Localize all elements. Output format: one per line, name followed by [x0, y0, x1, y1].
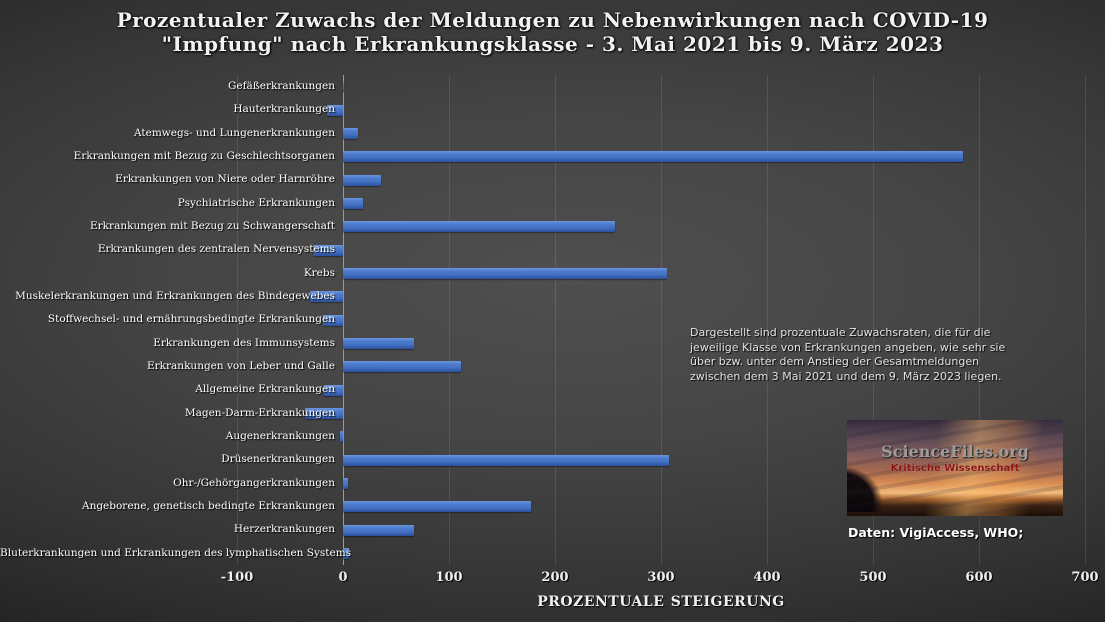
x-ticks: -100 0 100 200 300 400 500 600 700 [0, 570, 1105, 586]
x-tick-label: 400 [753, 570, 781, 585]
bar [343, 221, 616, 233]
bar [304, 407, 343, 419]
category-label: Herzerkrankungen [233, 523, 335, 536]
bar [343, 361, 461, 373]
category-label: Atemwegs- und Lungenerkrankungen [134, 126, 335, 139]
x-tick-label: 200 [541, 570, 569, 585]
x-tick-label: -100 [220, 570, 254, 585]
sciencefiles-logo-image: ScienceFiles.org Kritische Wissenschaft [847, 420, 1063, 516]
zero-axis-line [343, 75, 344, 565]
category-label: Psychiatrische Erkrankungen [177, 196, 335, 209]
category-label: Hauterkrankungen [233, 103, 335, 116]
category-label: Erkrankungen mit Bezug zu Schwangerschaf… [90, 220, 335, 232]
gridline [661, 75, 662, 565]
category-label: Erkrankungen von Leber und Galle [146, 360, 335, 372]
bar [343, 524, 415, 536]
data-source-note: Daten: VigiAccess, WHO; [848, 525, 1024, 540]
category-label: Muskelerkrankungen und Erkrankungen des … [15, 290, 335, 302]
gridline [555, 75, 556, 565]
bar [322, 314, 343, 326]
category-label: Angeborene, genetisch bedingte Erkrankun… [81, 500, 335, 512]
gridline [449, 75, 450, 565]
x-axis-title: PROZENTUALE STEIGERUNG [537, 594, 785, 610]
x-tick-label: 0 [338, 570, 348, 585]
category-label: Krebs [303, 266, 335, 279]
category-label: Erkrankungen mit Bezug zu Geschlechtsorg… [73, 150, 335, 162]
chart-title: Prozentualer Zuwachs der Meldungen zu Ne… [0, 8, 1105, 56]
bar [343, 337, 415, 349]
x-tick-label: 100 [435, 570, 463, 585]
bar [310, 291, 343, 303]
gridline [873, 75, 874, 565]
category-label: Ohr-/Gehörgangerkrankungen [173, 476, 335, 489]
x-tick-label: 300 [647, 570, 675, 585]
category-label: Erkrankungen des Immunsystems [153, 336, 335, 349]
bar [327, 104, 343, 116]
bar [343, 81, 345, 93]
bar [313, 244, 343, 256]
category-labels: Gefäßerkrankungen Hauterkrankungen Atemweg… [0, 75, 352, 565]
bar [343, 127, 358, 139]
annotation-text: Dargestellt sind prozentuale Zuwachsrate… [690, 326, 1006, 383]
bar [343, 267, 668, 279]
bar [343, 477, 349, 489]
bar [323, 384, 343, 396]
logo-text: ScienceFiles.org Kritische Wissenschaft [847, 442, 1063, 475]
category-label: Magen-Darm-Erkrankungen [184, 406, 335, 419]
category-label: Gefäßerkrankungen [228, 80, 335, 92]
bar [343, 197, 364, 209]
bar [343, 547, 350, 559]
category-label: Erkrankungen von Niere oder Harnröhre [115, 173, 335, 186]
category-label: Allgemeine Erkrankungen [195, 383, 335, 396]
x-tick-label: 500 [859, 570, 887, 585]
logo-tagline: Kritische Wissenschaft [890, 463, 1020, 474]
bar [343, 454, 670, 466]
x-tick-label: 700 [1071, 570, 1099, 585]
gridline [767, 75, 768, 565]
bar [339, 431, 343, 443]
category-label: Erkrankungen des zentralen Nervensystems [97, 243, 335, 256]
category-label: Augenerkrankungen [225, 430, 335, 442]
logo-site-name: ScienceFiles.org [881, 442, 1029, 461]
x-tick-label: 600 [965, 570, 993, 585]
category-label: Bluterkrankungen und Erkrankungen des ly… [0, 546, 352, 559]
gridline [979, 75, 980, 565]
bar [343, 501, 531, 513]
gridline [1085, 75, 1086, 565]
chart-title-line2: "Impfung" nach Erkrankungsklasse - 3. Ma… [161, 32, 944, 56]
chart-title-line1: Prozentualer Zuwachs der Meldungen zu Ne… [116, 8, 989, 32]
category-label: Drüsenerkrankungen [221, 453, 335, 466]
bar [343, 174, 382, 186]
bar [343, 151, 964, 163]
plot-area [237, 75, 1086, 565]
category-label: Stoffwechsel- und ernährungsbedingte Erk… [47, 313, 335, 326]
gridline [237, 75, 238, 565]
